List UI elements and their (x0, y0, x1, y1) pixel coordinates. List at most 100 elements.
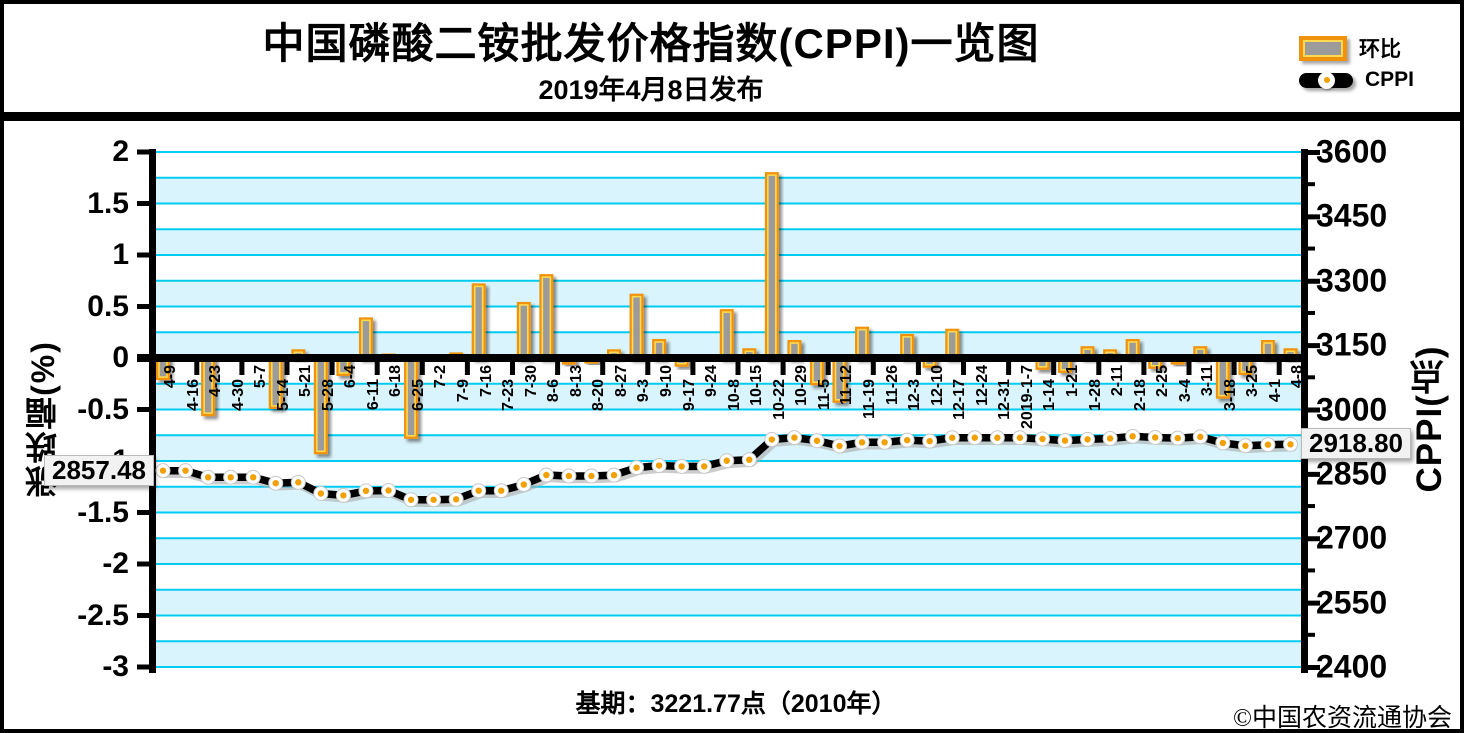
x-category-label: 3-11 (1199, 365, 1217, 397)
huanbi-bar-inner (1127, 341, 1138, 358)
cppi-marker (1237, 438, 1253, 454)
cppi-marker-dot (565, 472, 573, 480)
huanbi-bar-inner (293, 351, 304, 358)
cppi-marker (155, 463, 171, 479)
cppi-marker-dot (768, 436, 776, 443)
cppi-marker-dot (813, 437, 821, 444)
cppi-marker (178, 463, 194, 479)
legend-item-huanbi: 环比 (1299, 32, 1460, 64)
x-axis-tick (961, 362, 966, 375)
huanbi-bar-inner (654, 341, 664, 358)
cppi-marker (1080, 431, 1096, 447)
huanbi-bar-inner (631, 295, 642, 358)
base-period-note: 基期：3221.77点（2010年） (575, 690, 897, 718)
cppi-marker-dot (1039, 435, 1046, 443)
left-axis-tick (137, 304, 149, 309)
x-category-label: 12-3 (906, 379, 924, 412)
x-axis-tick (555, 362, 561, 375)
bar-group (607, 349, 621, 360)
cppi-marker-dot (1016, 434, 1024, 441)
cppi-marker (493, 483, 509, 499)
x-category-label: 12-24 (973, 365, 991, 406)
x-axis-tick (690, 362, 696, 375)
huanbi-bar-inner (947, 330, 958, 358)
x-category-label: 12-31 (996, 379, 1014, 420)
x-category-label: 12-10 (928, 365, 946, 406)
cppi-marker (538, 467, 554, 483)
cppi-marker-dot (971, 434, 978, 441)
huanbi-bar (945, 328, 960, 360)
cppi-marker (516, 477, 532, 493)
cppi-marker (426, 492, 442, 508)
grid-band (155, 589, 1301, 616)
x-axis-tick (1006, 362, 1012, 375)
left-axis-tick (137, 201, 149, 206)
cppi-marker (674, 458, 690, 474)
x-axis-tick (510, 362, 515, 375)
header-divider (4, 112, 1460, 121)
cppi-marker-dot (430, 496, 437, 503)
bar-group (652, 338, 667, 360)
bar-group (742, 348, 757, 360)
cppi-marker (944, 430, 960, 446)
huanbi-bar-inner (361, 319, 371, 358)
cppi-marker (313, 485, 329, 501)
x-category-label: 4-23 (207, 365, 225, 398)
cppi-marker-dot (926, 437, 933, 445)
cppi-marker-dot (1264, 441, 1272, 448)
huanbi-bar (539, 274, 554, 360)
cppi-marker (1012, 430, 1028, 446)
right-axis-tick (1308, 246, 1315, 251)
cppi-marker (358, 483, 374, 499)
huanbi-bar-inner (609, 351, 619, 358)
right-axis-title: CPPI(点) (1410, 345, 1449, 493)
huanbi-bar (516, 301, 531, 360)
cppi-marker-dot (340, 492, 347, 499)
left-axis-line (149, 149, 156, 673)
bar-group (1260, 340, 1275, 360)
legend-line-label: CPPI (1365, 68, 1415, 91)
cppi-marker-dot (272, 479, 279, 487)
x-category-label: 8-6 (545, 379, 563, 403)
cppi-marker (335, 487, 351, 503)
x-category-label: 10-29 (793, 365, 811, 406)
grid-band (155, 409, 1301, 436)
huanbi-bar-inner (1105, 351, 1115, 358)
x-category-label: 2-11 (1109, 365, 1127, 397)
bar-group (719, 309, 734, 360)
cppi-marker-dot (362, 487, 370, 495)
x-axis-tick (735, 362, 741, 375)
cppi-marker-dot (317, 490, 325, 497)
cppi-marker (403, 492, 419, 508)
last-point-value-label: 2918.80 (1301, 428, 1411, 459)
x-category-label: 6-4 (342, 365, 360, 389)
huanbi-bar-inner (1037, 358, 1048, 368)
bar-group (449, 352, 464, 360)
left-axis-tick-label: -2 (102, 547, 129, 580)
cppi-marker-dot (204, 474, 212, 481)
x-axis-tick (1231, 362, 1237, 375)
huanbi-bar-inner (789, 342, 800, 358)
x-category-label: 9-3 (635, 379, 653, 403)
huanbi-bar (1103, 349, 1118, 360)
cppi-marker-dot (1219, 439, 1227, 447)
bar-group (539, 274, 554, 360)
huanbi-bar (1283, 348, 1298, 360)
cppi-marker-dot (1287, 441, 1294, 448)
huanbi-bar-inner (518, 304, 529, 358)
right-axis-line (1301, 149, 1308, 673)
x-category-label: 5-14 (274, 379, 292, 412)
huanbi-bar (1035, 356, 1050, 370)
cppi-marker-dot (881, 439, 888, 446)
left-axis-tick-label: -1.5 (77, 495, 129, 529)
huanbi-bar-inner (767, 174, 777, 358)
cppi-marker (629, 460, 645, 476)
left-axis-tick (137, 355, 149, 361)
huanbi-bar-inner (721, 311, 732, 358)
x-axis-tick (1051, 362, 1057, 375)
right-axis-tick (1308, 182, 1315, 187)
grid-band (155, 332, 1301, 358)
x-category-label: 4-8 (1289, 365, 1307, 389)
huanbi-bar (764, 172, 779, 360)
